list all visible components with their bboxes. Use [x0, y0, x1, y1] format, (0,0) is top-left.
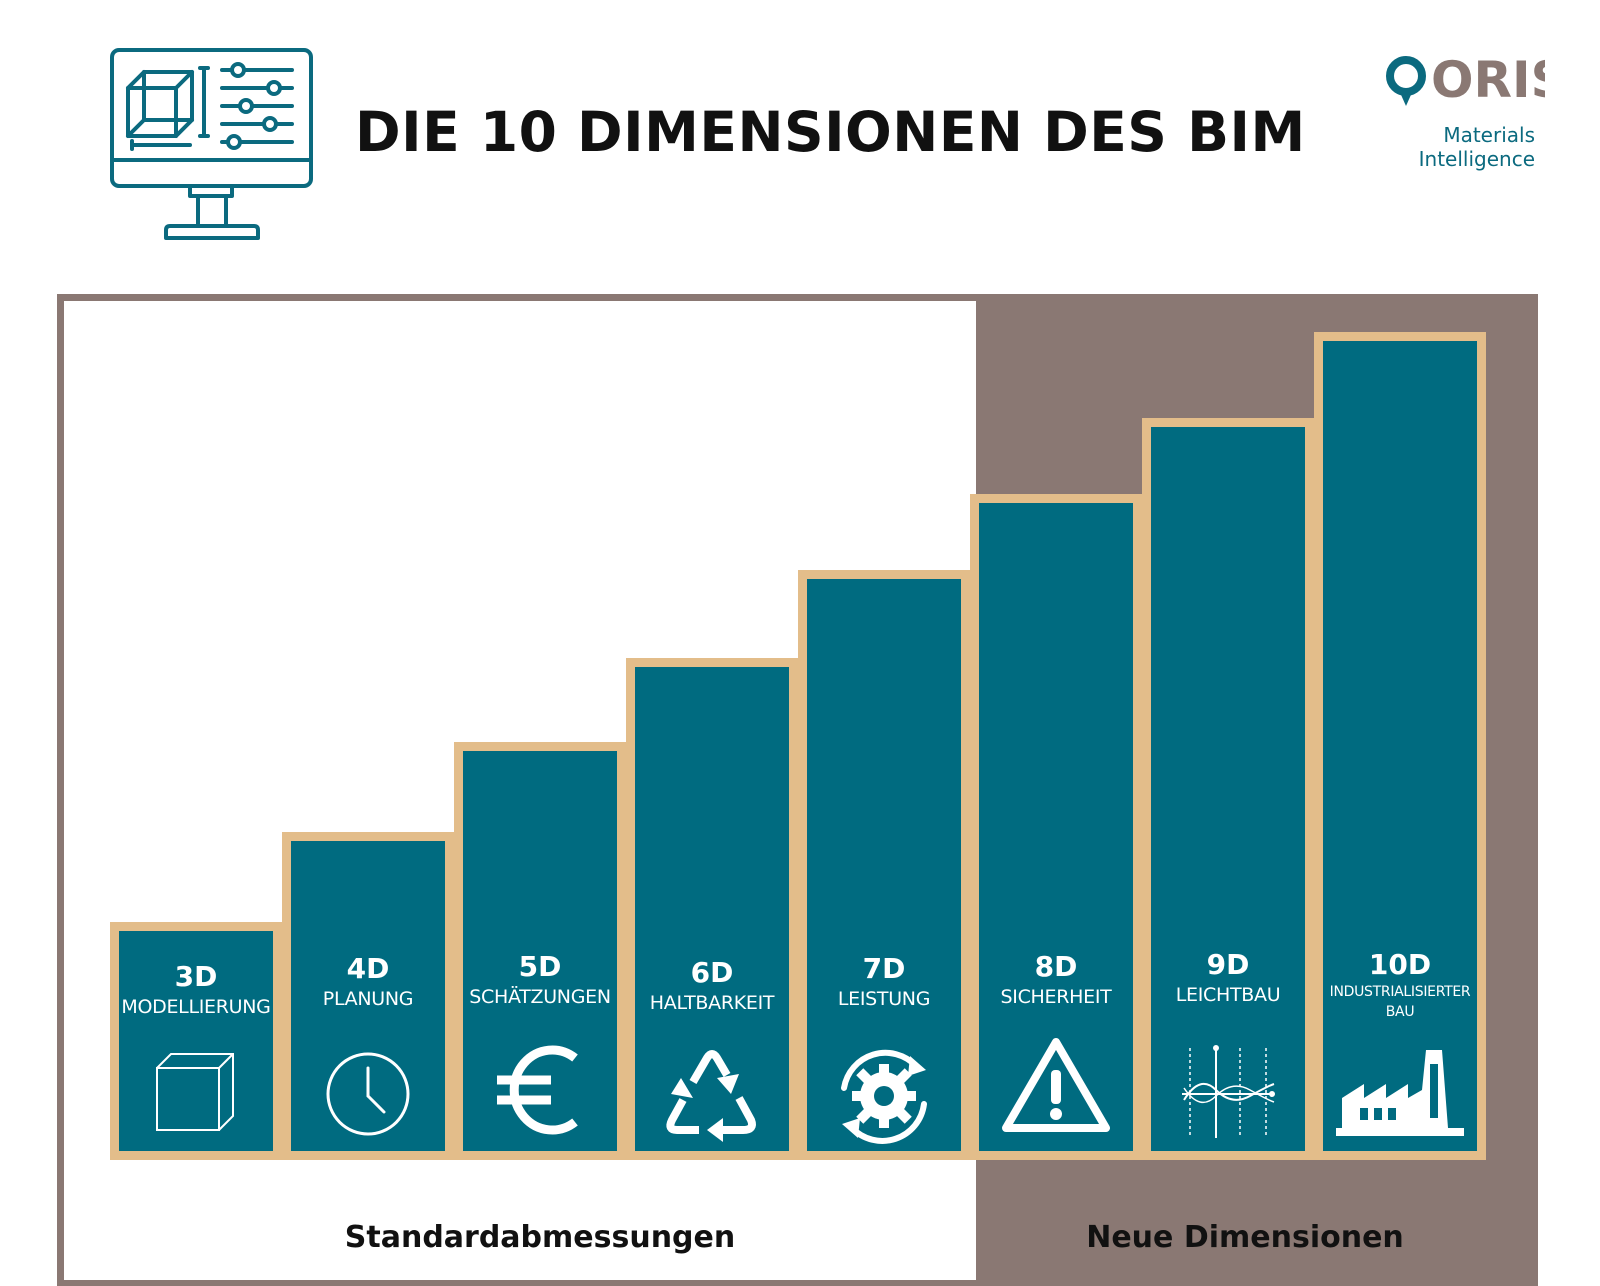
step-4d: 4D PLANUNG: [282, 832, 454, 1160]
step-dimension: 9D: [1206, 948, 1250, 981]
step-dimension: 7D: [862, 952, 906, 985]
step-dimension: 10D: [1368, 948, 1432, 981]
page-title: DIE 10 DIMENSIONEN DES BIM: [355, 100, 1306, 164]
step-name: PLANUNG: [322, 988, 414, 1010]
monitor-icon: [110, 48, 313, 240]
step-7d: 7D LEISTUNG: [798, 570, 970, 1160]
recycle-icon: [666, 1050, 756, 1142]
factory-icon: [1336, 1050, 1464, 1136]
step-name: LEICHTBAU: [1175, 984, 1281, 1006]
step-dimension: 6D: [690, 956, 734, 989]
oris-logo: ORIS Materials Intelligence: [1385, 50, 1585, 180]
step-dimension: 8D: [1034, 950, 1078, 983]
cube-icon: [156, 1053, 234, 1131]
step-name: INDUSTRIALISIERTER BAU: [1329, 984, 1471, 1020]
step-dimension: 3D: [174, 960, 218, 993]
step-10d: 10D INDUSTRIALISIERTER BAU: [1314, 332, 1486, 1160]
step-6d: 6D HALTBARKEIT: [626, 658, 798, 1160]
step-9d: 9D LEICHTBAU: [1142, 418, 1314, 1160]
new-zone-label: Neue Dimensionen: [1086, 1220, 1404, 1255]
step-name: LEISTUNG: [837, 988, 931, 1010]
gear-cycle-icon: [841, 1049, 927, 1144]
step-8d: 8D SICHERHEIT: [970, 494, 1142, 1160]
logo-subline-2: Intelligence: [1418, 147, 1535, 171]
step-name: SICHERHEIT: [1000, 986, 1112, 1008]
euro-icon: [497, 1045, 578, 1135]
oris-wordmark-icon: ORIS: [1386, 51, 1545, 109]
step-name: SCHÄTZUNGEN: [469, 986, 611, 1008]
standard-zone-label: Standardabmessungen: [344, 1220, 736, 1255]
warning-icon: [1002, 1038, 1110, 1132]
step-dimension: 5D: [518, 950, 562, 983]
step-5d: 5D SCHÄTZUNGEN: [454, 742, 626, 1160]
step-dimension: 4D: [346, 952, 390, 985]
graph-icon: [1182, 1045, 1275, 1138]
step-name: MODELLIERUNG: [121, 996, 271, 1018]
clock-icon: [326, 1052, 410, 1136]
step-3d: 3D MODELLIERUNG: [110, 922, 282, 1160]
step-name: HALTBARKEIT: [649, 992, 775, 1014]
logo-subline-1: Materials: [1443, 123, 1535, 147]
logo-text: ORIS: [1431, 51, 1545, 109]
